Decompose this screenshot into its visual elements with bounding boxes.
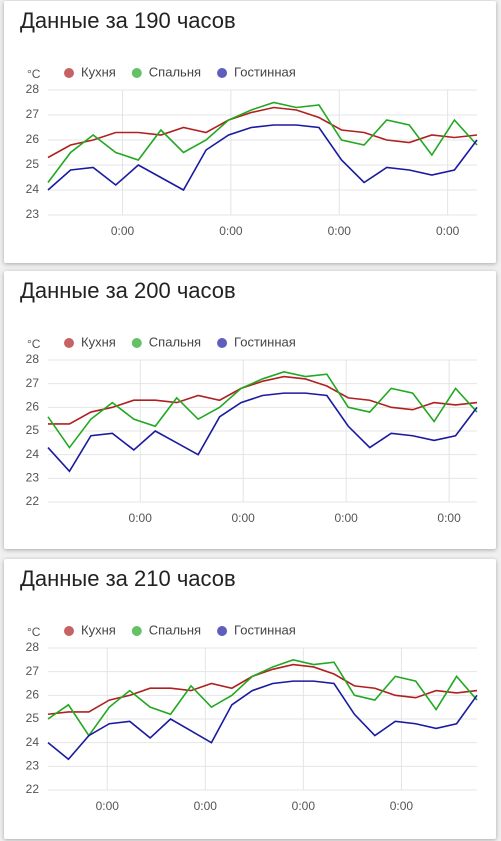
y-unit: °C [27,625,41,639]
y-tick-label: 27 [26,376,40,390]
legend-label: Кухня [81,64,116,79]
legend-marker [64,626,74,636]
x-tick-label: 0:00 [334,511,358,525]
x-tick-label: 0:00 [129,511,153,525]
y-tick-label: 23 [26,471,40,485]
x-tick-label: 0:00 [194,799,218,813]
card-background [4,559,496,839]
y-unit: °C [27,67,41,81]
card-title: Данные за 190 часов [20,8,236,33]
legend-label: Кухня [81,622,116,637]
x-tick-label: 0:00 [232,511,256,525]
card-background [4,271,496,549]
series-line [47,124,478,192]
y-tick-label: 28 [26,82,40,96]
x-tick-label: 0:00 [292,799,316,813]
x-tick-label: 0:00 [111,224,135,238]
legend-marker [131,338,142,348]
y-tick-label: 24 [26,182,40,196]
series-line [47,680,478,761]
series-line [48,375,478,425]
legend-marker [64,68,74,78]
legend-marker [217,68,228,78]
y-tick-label: 22 [26,494,40,508]
legend-label: Гостинная [234,64,296,79]
legend-marker [217,626,228,636]
y-tick-label: 27 [26,107,40,121]
y-tick-label: 22 [26,782,40,796]
y-tick-label: 27 [26,664,40,678]
series-line [47,663,478,716]
y-tick-label: 23 [26,759,40,773]
series-line [47,371,478,449]
series-line [47,101,478,183]
card-title: Данные за 200 часов [20,278,236,303]
y-tick-label: 26 [26,132,40,146]
y-tick-label: 28 [26,640,40,654]
legend-marker [131,626,142,636]
y-tick-label: 28 [26,352,40,366]
y-tick-label: 25 [26,157,40,171]
x-tick-label: 0:00 [96,799,120,813]
y-unit: °C [27,337,41,351]
card: Данные за 200 часов °C 22 23 24 25 26 27 28 0:00 0… [4,271,496,549]
y-tick-label: 25 [26,711,40,725]
legend-marker [64,338,74,348]
y-tick-label: 26 [26,400,40,414]
series-line [47,392,478,473]
legend-marker [217,338,228,348]
x-tick-label: 0:00 [436,224,460,238]
card: Данные за 210 часов °C 22 23 24 25 26 27 28 0:00 0… [4,559,496,839]
x-tick-label: 0:00 [437,511,461,525]
card-title: Данные за 210 часов [20,566,236,591]
x-tick-label: 0:00 [219,224,243,238]
x-tick-label: 0:00 [390,799,414,813]
legend-label: Гостинная [234,622,296,637]
series-line [47,659,478,737]
legend-label: Спальня [149,622,201,637]
x-tick-label: 0:00 [328,224,352,238]
y-tick-label: 24 [26,447,40,461]
y-tick-label: 23 [26,207,40,221]
y-tick-label: 25 [26,423,40,437]
legend-label: Гостинная [234,334,296,349]
legend-label: Спальня [149,334,201,349]
y-tick-label: 24 [26,735,40,749]
legend-marker [131,68,142,78]
legend-label: Спальня [149,64,201,79]
legend-label: Кухня [81,334,116,349]
card: Данные за 190 часов °C 23 24 25 26 27 28 0:00 0:0… [4,1,496,263]
series-line [47,106,478,159]
y-tick-label: 26 [26,688,40,702]
card-background [4,1,496,263]
